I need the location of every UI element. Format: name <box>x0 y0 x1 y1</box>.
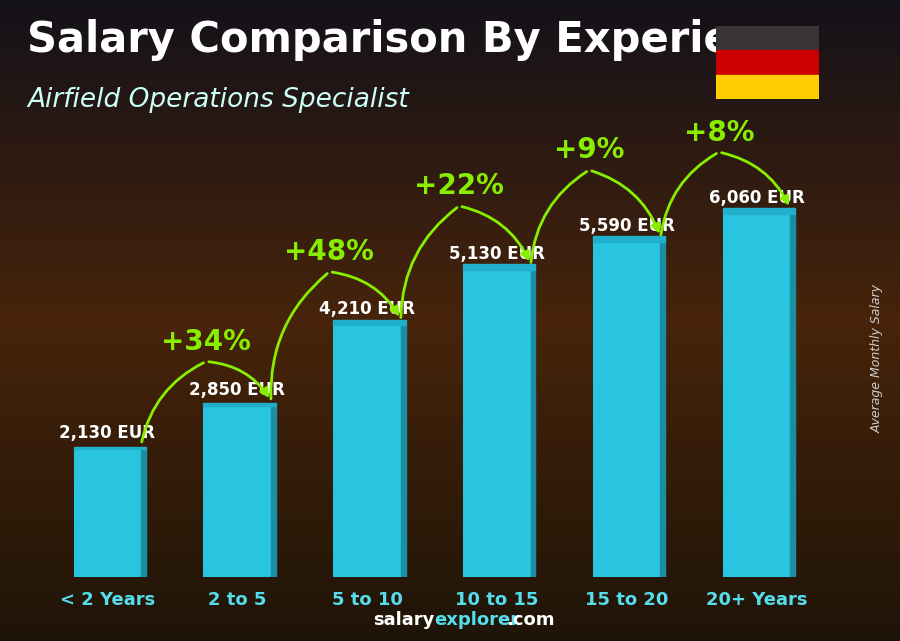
Bar <box>716 26 819 50</box>
Text: .com: .com <box>506 612 554 629</box>
FancyArrowPatch shape <box>271 274 328 399</box>
Bar <box>141 449 146 577</box>
FancyArrowPatch shape <box>661 153 716 235</box>
Bar <box>271 406 275 577</box>
Text: salary: salary <box>374 612 435 629</box>
Text: Salary Comparison By Experience: Salary Comparison By Experience <box>27 19 814 62</box>
Bar <box>333 325 400 577</box>
Text: 4,210 EUR: 4,210 EUR <box>319 300 415 318</box>
Bar <box>531 270 536 577</box>
FancyArrowPatch shape <box>462 206 528 259</box>
Text: 6,060 EUR: 6,060 EUR <box>708 189 805 207</box>
Text: +48%: +48% <box>284 238 374 266</box>
Bar <box>74 447 146 449</box>
Text: Average Monthly Salary: Average Monthly Salary <box>871 285 884 433</box>
Text: +34%: +34% <box>161 328 251 356</box>
Text: explorer: explorer <box>435 612 520 629</box>
Bar <box>723 214 790 577</box>
Bar <box>203 406 271 577</box>
FancyArrowPatch shape <box>400 208 457 317</box>
Bar <box>333 320 406 325</box>
Text: 2,130 EUR: 2,130 EUR <box>59 424 156 442</box>
Bar <box>716 75 819 99</box>
Bar <box>593 237 665 242</box>
Text: +9%: +9% <box>554 136 625 164</box>
Text: +22%: +22% <box>414 172 504 200</box>
FancyArrowPatch shape <box>209 362 267 395</box>
FancyArrowPatch shape <box>141 363 203 442</box>
Text: 5,590 EUR: 5,590 EUR <box>579 217 675 235</box>
Bar <box>716 50 819 75</box>
Bar <box>790 214 795 577</box>
Bar <box>661 242 665 577</box>
Bar <box>464 270 531 577</box>
Text: 5,130 EUR: 5,130 EUR <box>449 245 544 263</box>
Bar <box>203 403 275 406</box>
Bar <box>723 208 795 214</box>
Text: Airfield Operations Specialist: Airfield Operations Specialist <box>27 87 409 113</box>
Bar <box>74 449 141 577</box>
FancyArrowPatch shape <box>591 171 659 231</box>
FancyArrowPatch shape <box>332 272 398 314</box>
FancyArrowPatch shape <box>722 153 788 203</box>
Bar <box>464 265 536 270</box>
Bar <box>400 325 406 577</box>
Bar <box>593 242 661 577</box>
Text: +8%: +8% <box>684 119 754 147</box>
FancyArrowPatch shape <box>531 172 587 262</box>
Text: 2,850 EUR: 2,850 EUR <box>189 381 285 399</box>
